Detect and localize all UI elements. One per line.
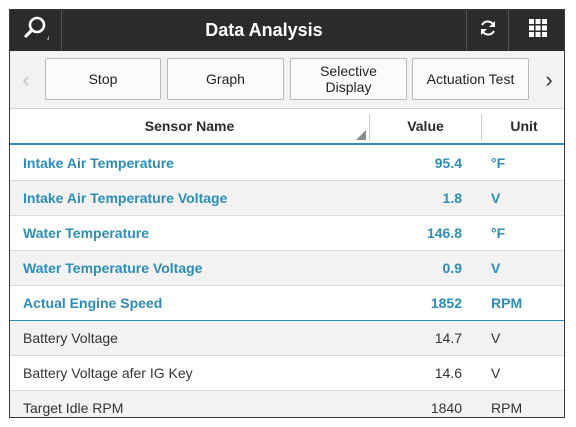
table-row[interactable]: Battery Voltage afer IG Key 14.6 V (10, 356, 564, 391)
sensor-name: Battery Voltage afer IG Key (23, 365, 193, 381)
sensor-name: Battery Voltage (23, 330, 118, 346)
sensor-name: Intake Air Temperature (23, 155, 174, 171)
column-divider (481, 114, 482, 141)
table-row[interactable]: Water Temperature Voltage 0.9 V (10, 251, 564, 286)
page-title: Data Analysis (205, 20, 323, 40)
search-icon (23, 15, 49, 46)
sensor-name: Intake Air Temperature Voltage (23, 190, 228, 206)
table-row[interactable]: Battery Voltage 14.7 V (10, 321, 564, 356)
table-row[interactable]: Actual Engine Speed 1852 RPM (10, 286, 564, 321)
table-row[interactable]: Intake Air Temperature Voltage 1.8 V (10, 181, 564, 216)
actuation-test-button[interactable]: Actuation Test (412, 58, 529, 100)
table-header: Sensor Name Value Unit (10, 109, 564, 145)
sensor-name: Actual Engine Speed (23, 295, 163, 311)
column-divider (369, 114, 370, 141)
grid-menu-icon (528, 19, 547, 42)
sensor-value: 1852 (430, 295, 462, 311)
sensor-unit: °F (491, 155, 506, 171)
sensor-value: 14.7 (434, 330, 462, 346)
table-row[interactable]: Water Temperature 146.8 °F (10, 216, 564, 251)
sensor-unit: °F (491, 225, 506, 241)
sensor-unit: V (491, 190, 501, 206)
refresh-icon (478, 18, 498, 43)
table-row[interactable]: Target Idle RPM 1840 RPM (10, 391, 564, 417)
table-row[interactable]: Intake Air Temperature 95.4 °F (10, 146, 564, 181)
grid-menu-button[interactable] (508, 10, 564, 51)
sensor-value: 14.6 (434, 365, 462, 381)
sensor-unit: V (491, 365, 501, 381)
sensor-value: 1840 (430, 400, 462, 416)
scroll-left-arrow-icon[interactable]: ‹ (22, 67, 30, 92)
sensor-unit: RPM (491, 295, 523, 311)
sensor-value: 95.4 (434, 155, 462, 171)
search-button[interactable] (10, 10, 62, 51)
sensor-unit: V (491, 330, 501, 346)
scroll-right-arrow-icon[interactable]: › (545, 67, 553, 92)
selective-display-button[interactable]: Selective Display (290, 58, 407, 100)
sensor-name: Water Temperature Voltage (23, 260, 203, 276)
sensor-name-header[interactable]: Sensor Name (144, 118, 235, 134)
graph-button[interactable]: Graph (167, 58, 284, 100)
sort-indicator-icon (356, 130, 366, 140)
unit-header: Unit (510, 118, 538, 134)
action-toolbar: ‹ Stop Graph Selective Display Actuation… (10, 51, 564, 109)
sensor-unit: V (491, 260, 501, 276)
sensor-value: 0.9 (442, 260, 462, 276)
refresh-button[interactable] (466, 10, 508, 51)
sensor-unit: RPM (491, 400, 523, 416)
value-header: Value (407, 118, 444, 134)
sensor-name: Target Idle RPM (23, 400, 124, 416)
stop-button[interactable]: Stop (45, 58, 161, 100)
title-bar: Data Analysis (10, 10, 564, 51)
sensor-value: 1.8 (442, 190, 462, 206)
sensor-value: 146.8 (426, 225, 462, 241)
app-window: Data Analysis ‹ Stop (9, 9, 565, 418)
sensor-name: Water Temperature (23, 225, 150, 241)
